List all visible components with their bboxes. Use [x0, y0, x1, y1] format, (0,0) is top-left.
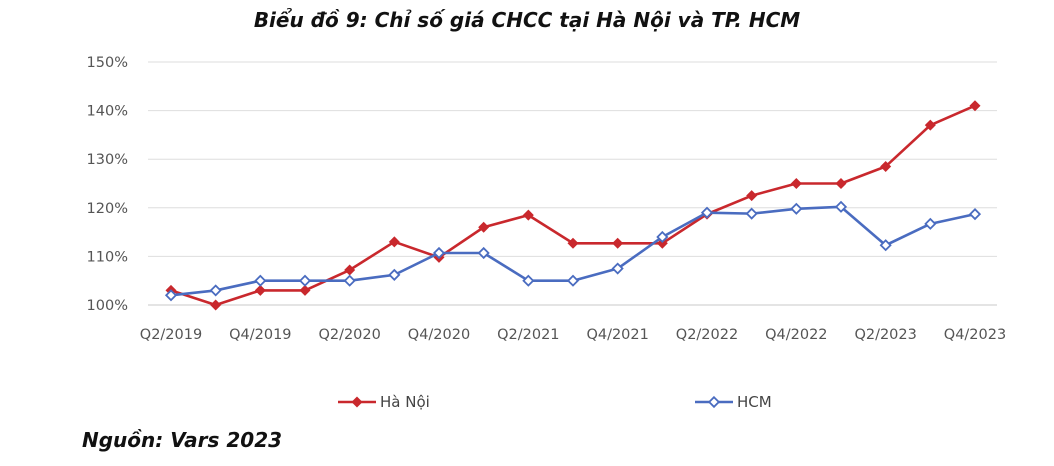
- chart-title: Biểu đồ 9: Chỉ số giá CHCC tại Hà Nội và…: [253, 8, 801, 32]
- legend-label: HCM: [737, 393, 772, 411]
- data-point: [835, 177, 847, 190]
- data-point: [611, 262, 624, 275]
- line-chart: 100%110%120%130%140%150% Q2/2019 Q4/2019 Q…: [87, 55, 1007, 411]
- data-point: [164, 289, 178, 302]
- x-tick-label: Q2/2022: [676, 327, 738, 343]
- x-tick-label: Q4/2021: [586, 327, 648, 343]
- data-point: [924, 119, 936, 131]
- data-point: [299, 284, 311, 296]
- source-note: Nguồn: Vars 2023: [82, 428, 283, 452]
- data-point: [209, 284, 222, 297]
- x-axis-tick-labels: Q2/2019 Q4/2019 Q2/2020 Q4/2020 Q2/2021 Q4/20…: [140, 327, 1006, 343]
- data-point: [656, 230, 669, 244]
- x-tick-label: Q4/2020: [408, 327, 470, 343]
- data-point: [432, 246, 446, 260]
- x-tick-label: Q4/2022: [765, 327, 827, 343]
- x-tick-label: Q2/2019: [140, 327, 202, 343]
- legend-label: Hà Nội: [380, 393, 430, 411]
- series-ha-noi: [165, 100, 981, 311]
- y-axis-tick-labels: 100% 110% 120% 130% 140% 150%: [87, 55, 128, 314]
- y-tick-label: 130%: [87, 152, 128, 168]
- x-tick-label: Q2/2023: [854, 327, 916, 343]
- data-point: [700, 206, 714, 219]
- data-point: [566, 274, 580, 287]
- data-point: [745, 207, 758, 220]
- data-point: [522, 274, 535, 287]
- series-hcm: [164, 200, 982, 302]
- data-point: [388, 268, 401, 281]
- data-point: [477, 246, 490, 260]
- data-point: [254, 274, 267, 287]
- data-point: [298, 274, 312, 287]
- gridlines: [148, 61, 997, 306]
- x-tick-label: Q2/2021: [497, 327, 559, 343]
- series-lines: [164, 100, 982, 311]
- data-point: [388, 236, 400, 248]
- data-point: [968, 208, 982, 221]
- data-point: [343, 274, 356, 287]
- data-point: [746, 190, 758, 202]
- data-point: [790, 177, 802, 190]
- legend-item: HCM: [695, 393, 772, 411]
- legend-marker: [351, 396, 363, 408]
- legend: Hà Nội HCM: [338, 393, 772, 411]
- data-point: [880, 160, 892, 172]
- data-point: [612, 237, 624, 249]
- x-tick-label: Q4/2019: [229, 327, 291, 343]
- data-point: [969, 100, 981, 112]
- data-point: [522, 209, 534, 221]
- data-point: [567, 237, 579, 249]
- y-tick-label: 140%: [87, 104, 128, 120]
- legend-marker: [707, 395, 721, 409]
- data-point: [478, 221, 490, 233]
- y-tick-label: 150%: [87, 55, 128, 71]
- data-point: [879, 239, 892, 252]
- y-tick-label: 100%: [87, 298, 128, 314]
- data-point: [254, 284, 266, 296]
- data-point: [924, 217, 937, 230]
- data-point: [656, 237, 668, 249]
- y-tick-label: 120%: [87, 201, 128, 217]
- x-tick-label: Q4/2023: [944, 327, 1006, 343]
- data-point: [210, 299, 222, 311]
- y-tick-label: 110%: [87, 249, 128, 265]
- x-tick-label: Q2/2020: [318, 327, 380, 343]
- data-point: [834, 200, 848, 213]
- data-point: [790, 202, 803, 215]
- legend-item: Hà Nội: [338, 393, 430, 411]
